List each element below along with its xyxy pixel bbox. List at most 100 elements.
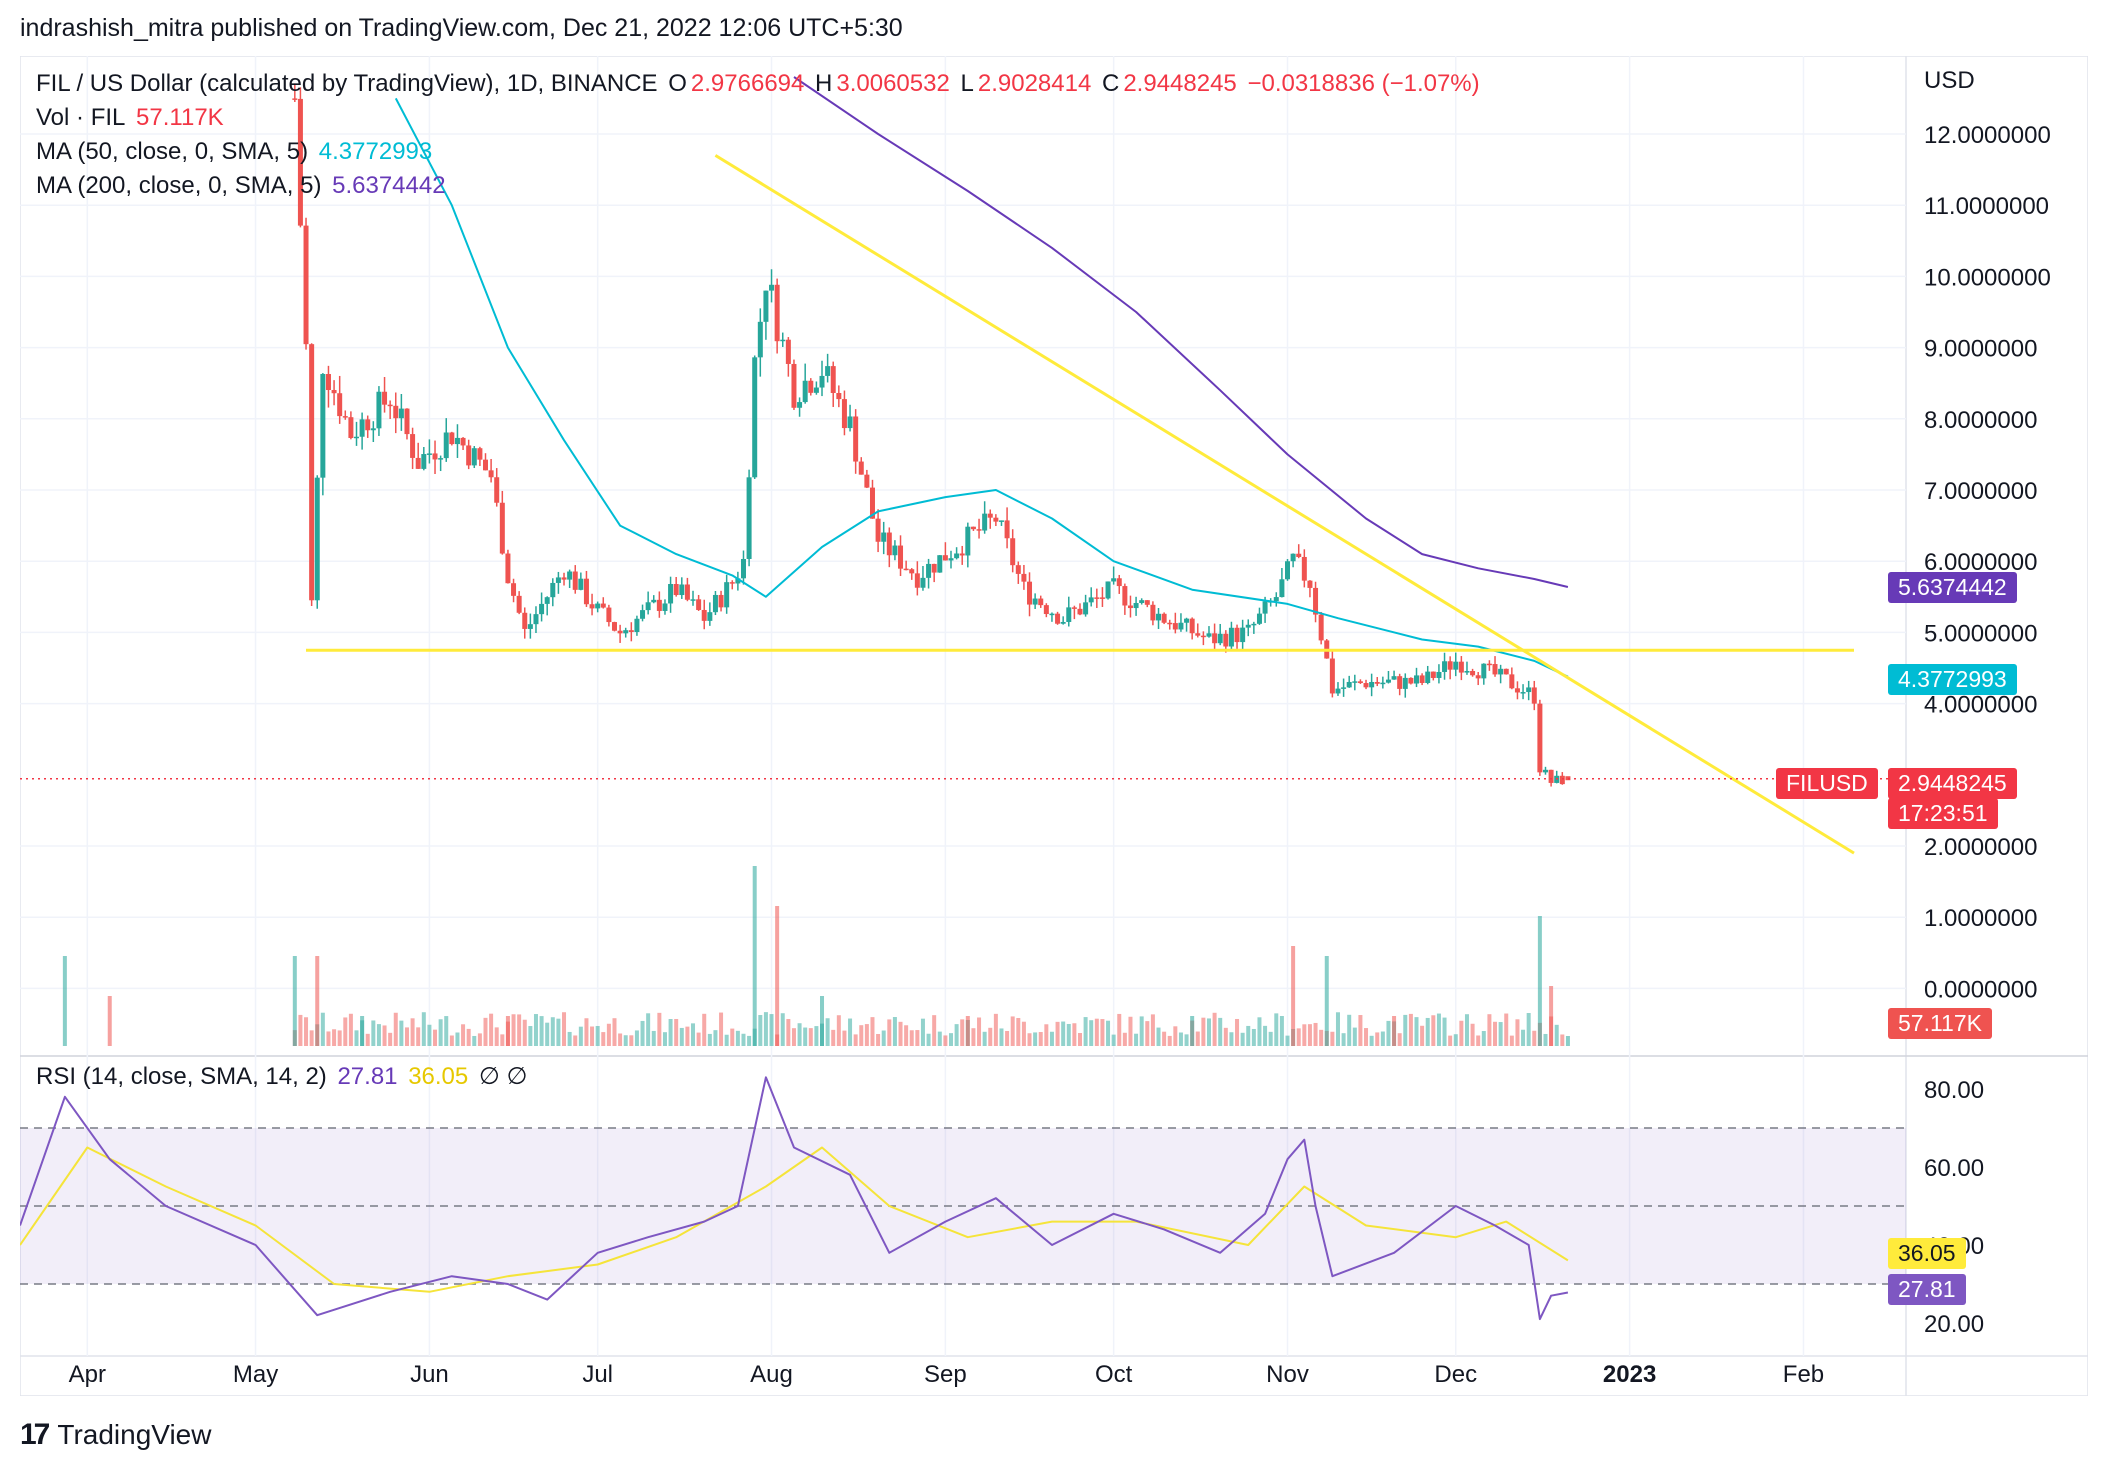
candle-body xyxy=(729,582,735,584)
candle-body xyxy=(1004,520,1010,539)
chart-canvas[interactable]: USD 12.0000000 11.0000000 10.0000000 9.00000… xyxy=(20,56,2088,1396)
volume-bar xyxy=(562,1012,567,1046)
volume-bar xyxy=(1487,1014,1492,1046)
candle-body xyxy=(1391,676,1397,680)
volume-bar xyxy=(719,1012,724,1046)
candle-body xyxy=(1498,668,1504,675)
candle-body xyxy=(533,614,539,625)
volume-bar xyxy=(348,1013,353,1046)
candle-body xyxy=(836,393,842,400)
candle-body xyxy=(365,419,371,431)
volume-spike xyxy=(775,906,780,1046)
volume-bar xyxy=(943,1035,948,1046)
volume-bar xyxy=(662,1032,667,1046)
candle-body xyxy=(1251,623,1257,626)
price-tick-label: 7.0000000 xyxy=(1924,478,2037,505)
candle-body xyxy=(1402,677,1408,689)
candle-body xyxy=(337,393,343,417)
volume-spike xyxy=(1190,1016,1195,1046)
legend-symbol: FIL / US Dollar (calculated by TradingVi… xyxy=(36,70,658,97)
candle-body xyxy=(853,416,859,462)
candle-body xyxy=(460,437,466,446)
candle-body xyxy=(1318,614,1324,641)
volume-spike xyxy=(1324,956,1329,1046)
candle-body xyxy=(1077,608,1083,615)
time-tick-label: Sep xyxy=(924,1361,967,1388)
legend-high-value: 3.0060532 xyxy=(836,70,950,97)
candle-body xyxy=(690,599,696,601)
candle-body xyxy=(1385,679,1391,683)
volume-spike xyxy=(1537,916,1542,1046)
volume-bar xyxy=(320,1012,325,1046)
volume-bar xyxy=(904,1025,909,1046)
volume-bar xyxy=(449,1035,454,1046)
volume-spike xyxy=(62,956,67,1046)
volume-bar xyxy=(1414,1017,1419,1046)
candle-body xyxy=(477,448,483,460)
candle-body xyxy=(1116,578,1122,587)
candle-body xyxy=(1206,633,1212,637)
volume-bar xyxy=(1302,1024,1307,1046)
candle-body xyxy=(471,448,477,466)
candle-body xyxy=(1088,597,1094,603)
volume-bar xyxy=(1285,1035,1290,1046)
candle-body xyxy=(802,380,808,403)
volume-bar xyxy=(898,1021,903,1046)
volume-bar xyxy=(646,1013,651,1046)
tradingview-logo[interactable]: 17 TradingView xyxy=(20,1418,211,1452)
volume-bar xyxy=(949,1033,953,1046)
candle-body xyxy=(1083,602,1089,615)
volume-spike xyxy=(292,956,297,1046)
volume-spike xyxy=(107,996,112,1046)
volume-bar xyxy=(1554,1024,1559,1046)
volume-bar xyxy=(1420,1025,1425,1046)
candle-body xyxy=(325,374,331,391)
volume-bar xyxy=(926,1033,931,1046)
volume-bar xyxy=(489,1013,494,1046)
candle-body xyxy=(757,321,763,358)
volume-bar xyxy=(1335,1012,1340,1046)
volume-bar xyxy=(1263,1025,1268,1046)
volume-bar xyxy=(1049,1031,1054,1046)
volume-spike xyxy=(965,1016,970,1046)
candle-body xyxy=(1290,553,1296,562)
legend-close-label: C xyxy=(1101,70,1120,97)
volume-bar xyxy=(1560,1034,1565,1046)
candle-body xyxy=(920,577,926,588)
chart-frame[interactable]: USD 12.0000000 11.0000000 10.0000000 9.00000… xyxy=(20,56,2088,1396)
volume-bar xyxy=(892,1017,897,1046)
ma200-line xyxy=(793,76,1569,588)
candle-body xyxy=(1301,556,1307,581)
volume-bar xyxy=(1498,1022,1503,1046)
volume-bar xyxy=(853,1034,858,1046)
volume-bar xyxy=(1330,1031,1335,1046)
volume-bar xyxy=(573,1035,578,1046)
volume-bar xyxy=(1184,1034,1189,1046)
candle-body xyxy=(1509,674,1515,689)
candle-body xyxy=(841,399,847,429)
volume-bar xyxy=(1066,1023,1071,1046)
candle-body xyxy=(892,545,898,556)
candle-body xyxy=(1071,607,1077,609)
volume-bar xyxy=(1380,1031,1385,1046)
volume-spike xyxy=(820,996,825,1046)
volume-bar xyxy=(556,1018,561,1046)
candle-body xyxy=(1223,633,1229,647)
volume-bar xyxy=(814,1026,819,1046)
volume-bar xyxy=(1206,1018,1211,1046)
candle-body xyxy=(1397,676,1403,689)
candle-body xyxy=(987,513,993,518)
volume-bar xyxy=(343,1017,348,1046)
volume-bar xyxy=(657,1012,662,1046)
candle-body xyxy=(1111,578,1117,582)
volume-bar xyxy=(1162,1031,1167,1046)
volume-bar xyxy=(410,1018,415,1046)
volume-bar xyxy=(612,1018,617,1046)
candle-body xyxy=(415,457,421,469)
candle-body xyxy=(1464,670,1470,673)
volume-bar xyxy=(1235,1018,1240,1046)
candle-body xyxy=(1234,627,1240,643)
volume-bar xyxy=(472,1035,477,1046)
candle-body xyxy=(522,612,528,629)
volume-bar xyxy=(954,1024,959,1046)
